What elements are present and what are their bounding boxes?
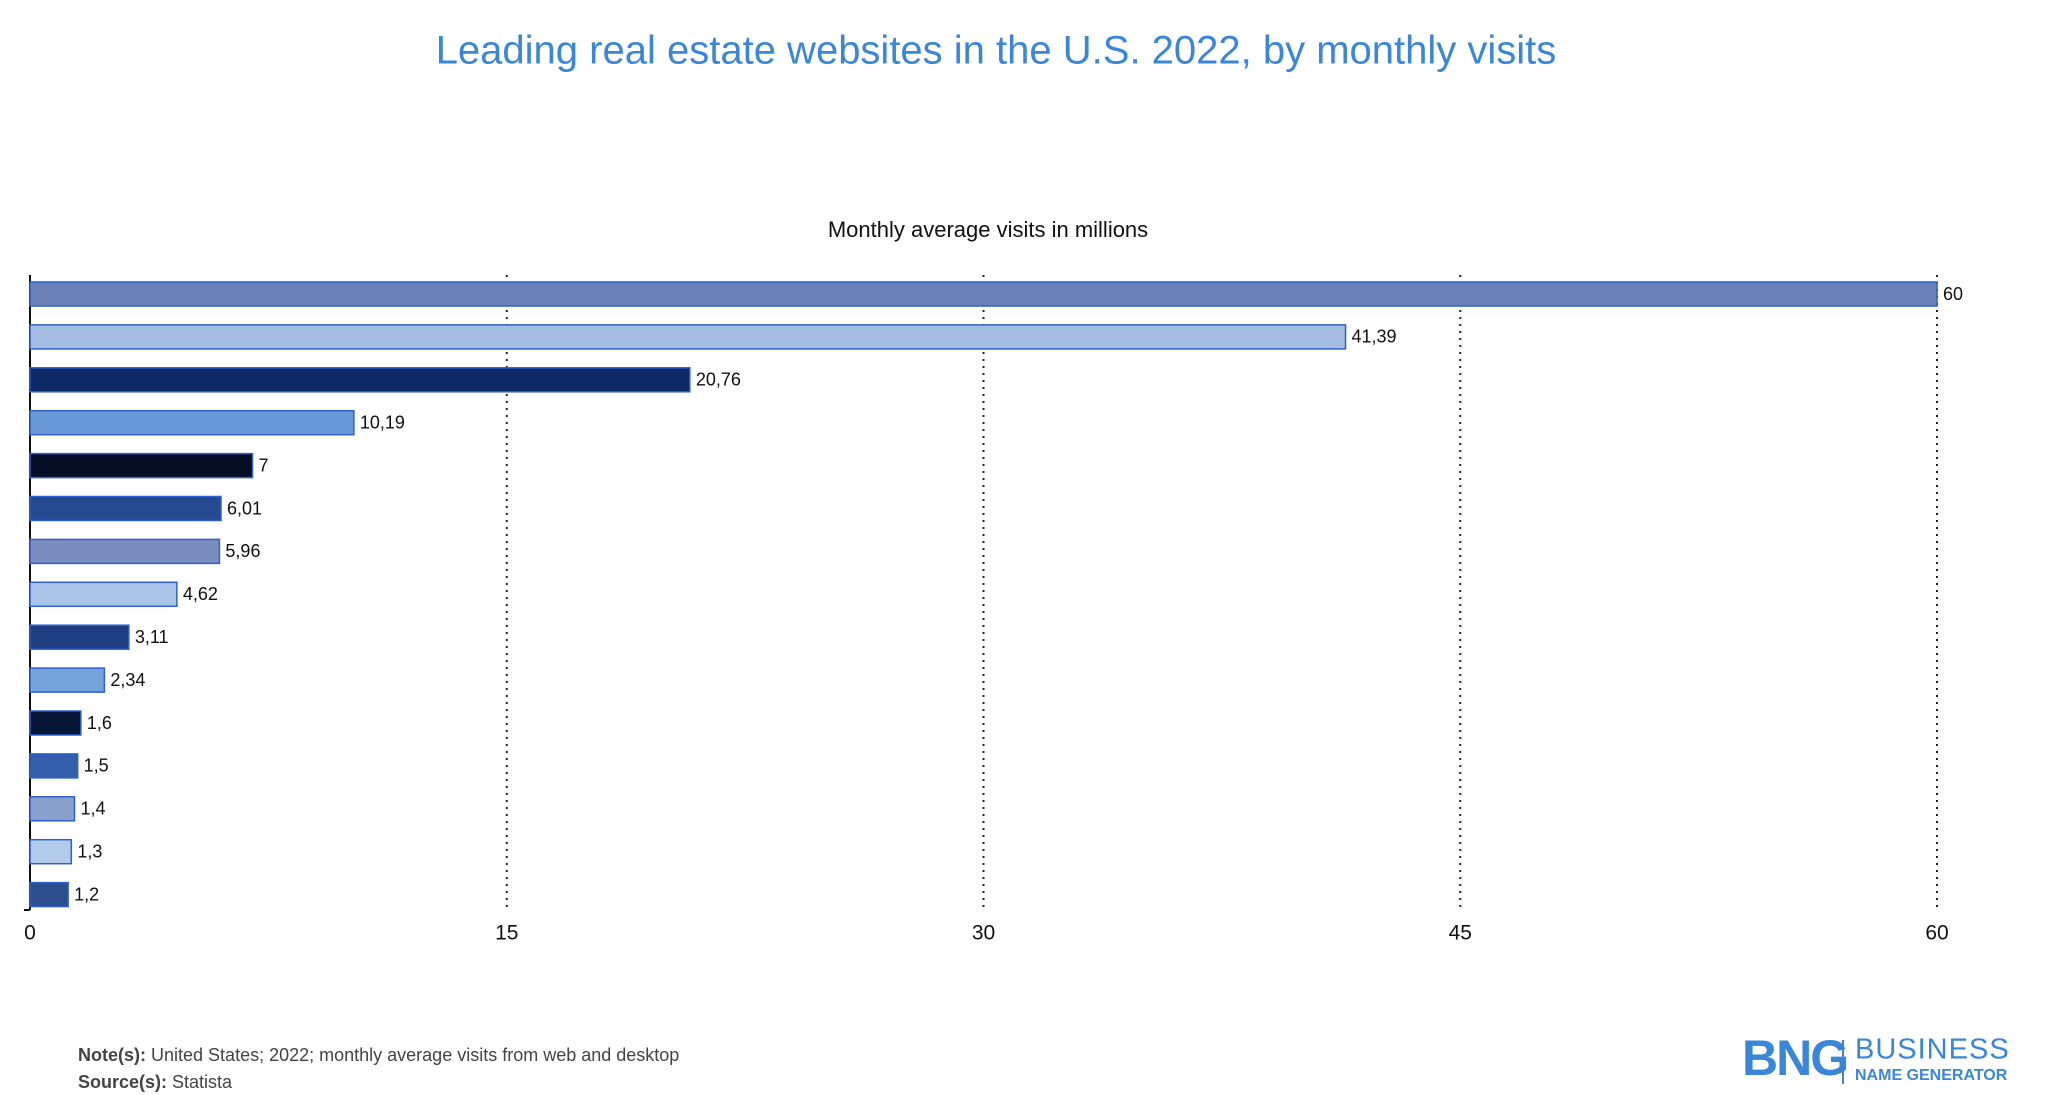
bar xyxy=(29,281,1938,307)
chart-title: Leading real estate websites in the U.S.… xyxy=(436,29,1557,73)
value-label: 2,34 xyxy=(110,670,145,690)
value-label: 7 xyxy=(258,455,268,475)
bar xyxy=(29,367,691,393)
bar xyxy=(29,710,82,736)
bar xyxy=(29,452,254,479)
value-label: 3,11 xyxy=(135,627,169,647)
bar xyxy=(29,796,76,822)
bar xyxy=(29,409,355,436)
value-label: 1,5 xyxy=(84,756,109,776)
bar xyxy=(29,624,130,650)
bar xyxy=(29,881,69,908)
x-tick-label: 45 xyxy=(1449,922,1472,945)
x-tick-label: 0 xyxy=(24,922,36,945)
x-tick-label: 60 xyxy=(1925,922,1948,945)
value-label: 1,6 xyxy=(87,713,112,733)
value-label: 41,39 xyxy=(1352,327,1397,347)
axis-title: Monthly average visits in millions xyxy=(828,217,1148,242)
source: Source(s): Statista xyxy=(78,1072,233,1092)
logo-line2: NAME GENERATOR xyxy=(1855,1067,2008,1084)
value-label: 10,19 xyxy=(360,412,405,432)
bar xyxy=(29,753,79,779)
logo-mark: BNG xyxy=(1742,1030,1847,1086)
bar xyxy=(29,838,73,865)
value-label: 20,76 xyxy=(696,370,741,390)
value-label: 4,62 xyxy=(183,584,218,604)
bar xyxy=(29,324,1347,350)
x-tick-label: 30 xyxy=(972,922,995,945)
value-label: 1,4 xyxy=(80,799,105,819)
note-label: Note(s): xyxy=(78,1045,146,1065)
source-text: Statista xyxy=(172,1072,233,1092)
value-label: 6,01 xyxy=(227,498,262,518)
value-label: 5,96 xyxy=(225,541,260,561)
bar xyxy=(29,581,178,608)
x-tick-label: 15 xyxy=(495,922,518,945)
value-label: 1,3 xyxy=(77,841,102,861)
note: Note(s): United States; 2022; monthly av… xyxy=(78,1045,679,1065)
logo-line1: BUSINESS xyxy=(1855,1034,2010,1066)
source-label: Source(s): xyxy=(78,1072,167,1092)
bar xyxy=(29,667,106,693)
note-text: United States; 2022; monthly average vis… xyxy=(151,1045,679,1065)
value-label: 1,2 xyxy=(74,884,99,904)
bar xyxy=(29,538,221,565)
bar xyxy=(29,495,222,522)
value-label: 60 xyxy=(1943,284,1963,304)
